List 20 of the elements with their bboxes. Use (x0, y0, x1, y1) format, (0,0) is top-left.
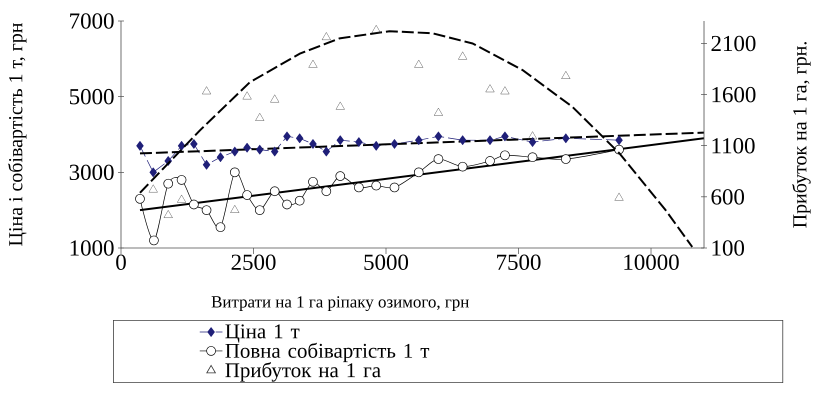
x-axis-title: Витрати на 1 га ріпаку озимого, грн (212, 296, 469, 312)
y2-axis-title: Прибуток на 1 га, грн. (792, 42, 811, 228)
legend-label: Повна собівартість 1 т (225, 342, 430, 362)
y2-tick-label: 100 (712, 240, 744, 256)
x-tick-label: 0 (116, 254, 126, 270)
x-tick-label: 7500 (497, 254, 541, 270)
y-tick-label: 5000 (70, 88, 114, 104)
x-tick-label: 2500 (232, 254, 276, 270)
y-tick-label: 1000 (70, 240, 114, 256)
x-tick-label: 10000 (624, 254, 679, 270)
x-tick-label: 5000 (364, 254, 408, 270)
legend-label: Прибуток на 1 га (225, 362, 381, 382)
y-tick-label: 7000 (70, 13, 114, 29)
y-axis-title: Ціна і собівартість 1 т, грн (8, 23, 26, 246)
y2-tick-label: 600 (712, 189, 744, 205)
y2-tick-label: 1600 (712, 86, 756, 102)
y2-tick-label: 1100 (712, 138, 755, 154)
y2-tick-label: 2100 (712, 36, 756, 52)
y-tick-label: 3000 (70, 164, 114, 180)
legend-label: Ціна 1 т (225, 324, 300, 343)
